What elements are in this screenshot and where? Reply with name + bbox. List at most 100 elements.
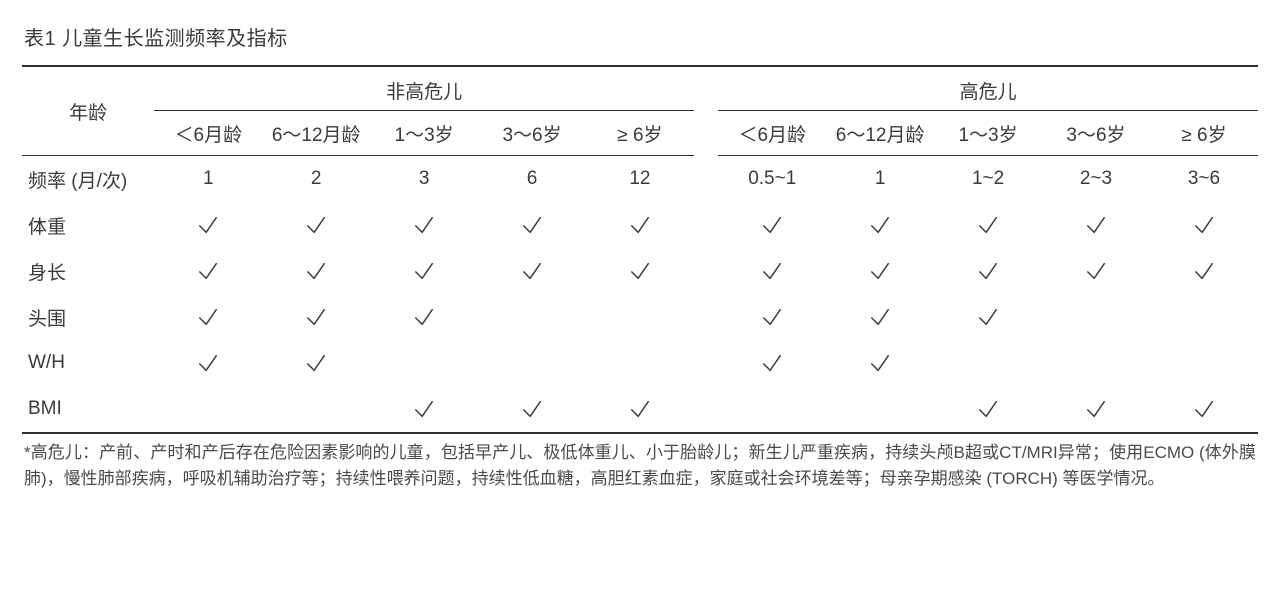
check-icon (761, 260, 783, 281)
check-icon (869, 306, 891, 327)
cell-b-3 (1042, 294, 1150, 340)
col-a-2: 1～3岁 (370, 111, 478, 156)
cell-a-2 (370, 294, 478, 340)
check-icon (869, 260, 891, 281)
cell-a-0 (154, 202, 262, 248)
check-icon (413, 214, 435, 235)
col-b-0: ＜6月龄 (718, 111, 826, 156)
cell-b-0 (718, 386, 826, 433)
check-icon (1085, 398, 1107, 419)
cell-a-3 (478, 248, 586, 294)
cell-b-1: 1 (826, 156, 934, 203)
check-icon (629, 214, 651, 235)
cell-b-4 (1150, 248, 1258, 294)
table-row: BMI (22, 386, 1258, 433)
cell-spacer (694, 248, 718, 294)
cell-b-1 (826, 386, 934, 433)
check-icon (977, 214, 999, 235)
cell-b-2 (934, 248, 1042, 294)
cell-a-4 (586, 386, 694, 433)
cell-b-4: 3~6 (1150, 156, 1258, 203)
check-icon (977, 260, 999, 281)
check-icon (761, 214, 783, 235)
cell-b-2 (934, 294, 1042, 340)
cell-a-2 (370, 248, 478, 294)
cell-b-2: 1~2 (934, 156, 1042, 203)
col-group-high-risk: 高危儿 (718, 66, 1258, 111)
cell-a-3 (478, 294, 586, 340)
cell-b-4 (1150, 294, 1258, 340)
cell-a-2 (370, 386, 478, 433)
cell-a-1 (262, 340, 370, 386)
cell-a-0: 1 (154, 156, 262, 203)
cell-a-3 (478, 202, 586, 248)
cell-b-2 (934, 340, 1042, 386)
check-icon (521, 398, 543, 419)
cell-b-4 (1150, 340, 1258, 386)
cell-a-1: 2 (262, 156, 370, 203)
check-icon (869, 214, 891, 235)
cell-a-1 (262, 248, 370, 294)
cell-b-3 (1042, 340, 1150, 386)
cell-a-3 (478, 386, 586, 433)
cell-a-0 (154, 248, 262, 294)
cell-spacer (694, 386, 718, 433)
table-row: 身长 (22, 248, 1258, 294)
table-row: 头围 (22, 294, 1258, 340)
col-a-1: 6～12月龄 (262, 111, 370, 156)
cell-a-1 (262, 202, 370, 248)
check-icon (1193, 260, 1215, 281)
check-icon (761, 306, 783, 327)
table-title: 表1 儿童生长监测频率及指标 (24, 22, 1258, 51)
cell-a-2 (370, 202, 478, 248)
table-footnote: *高危儿：产前、产时和产后存在危险因素影响的儿童，包括早产儿、极低体重儿、小于胎… (22, 440, 1258, 493)
cell-a-1 (262, 386, 370, 433)
cell-a-4 (586, 340, 694, 386)
cell-b-0 (718, 202, 826, 248)
cell-b-3 (1042, 248, 1150, 294)
check-icon (305, 352, 327, 373)
cell-spacer (694, 340, 718, 386)
table-row: 体重 (22, 202, 1258, 248)
check-icon (413, 398, 435, 419)
cell-b-1 (826, 294, 934, 340)
cell-b-1 (826, 248, 934, 294)
check-icon (305, 260, 327, 281)
check-icon (977, 306, 999, 327)
check-icon (1193, 398, 1215, 419)
cell-a-0 (154, 294, 262, 340)
cell-spacer (694, 202, 718, 248)
cell-b-0: 0.5~1 (718, 156, 826, 203)
col-group-non-high-risk: 非高危儿 (154, 66, 694, 111)
check-icon (629, 398, 651, 419)
col-b-3: 3～6岁 (1042, 111, 1150, 156)
check-icon (761, 352, 783, 373)
cell-a-3: 6 (478, 156, 586, 203)
check-icon (521, 214, 543, 235)
check-icon (1193, 214, 1215, 235)
cell-a-4 (586, 294, 694, 340)
col-a-4: ≥ 6岁 (586, 111, 694, 156)
check-icon (1085, 214, 1107, 235)
cell-a-2: 3 (370, 156, 478, 203)
row-label: 身长 (22, 248, 154, 294)
check-icon (1085, 260, 1107, 281)
check-icon (977, 398, 999, 419)
check-icon (629, 260, 651, 281)
monitoring-table: 年龄 非高危儿 高危儿 ＜6月龄 6～12月龄 1～3岁 3～6岁 ≥ 6岁 ＜… (22, 65, 1258, 434)
cell-b-0 (718, 248, 826, 294)
cell-b-3: 2~3 (1042, 156, 1150, 203)
cell-a-4 (586, 248, 694, 294)
check-icon (521, 260, 543, 281)
cell-b-3 (1042, 386, 1150, 433)
cell-b-4 (1150, 202, 1258, 248)
cell-a-1 (262, 294, 370, 340)
check-icon (197, 214, 219, 235)
check-icon (197, 352, 219, 373)
cell-a-0 (154, 340, 262, 386)
col-a-3: 3～6岁 (478, 111, 586, 156)
check-icon (869, 352, 891, 373)
check-icon (413, 306, 435, 327)
col-b-1: 6～12月龄 (826, 111, 934, 156)
row-label: 头围 (22, 294, 154, 340)
